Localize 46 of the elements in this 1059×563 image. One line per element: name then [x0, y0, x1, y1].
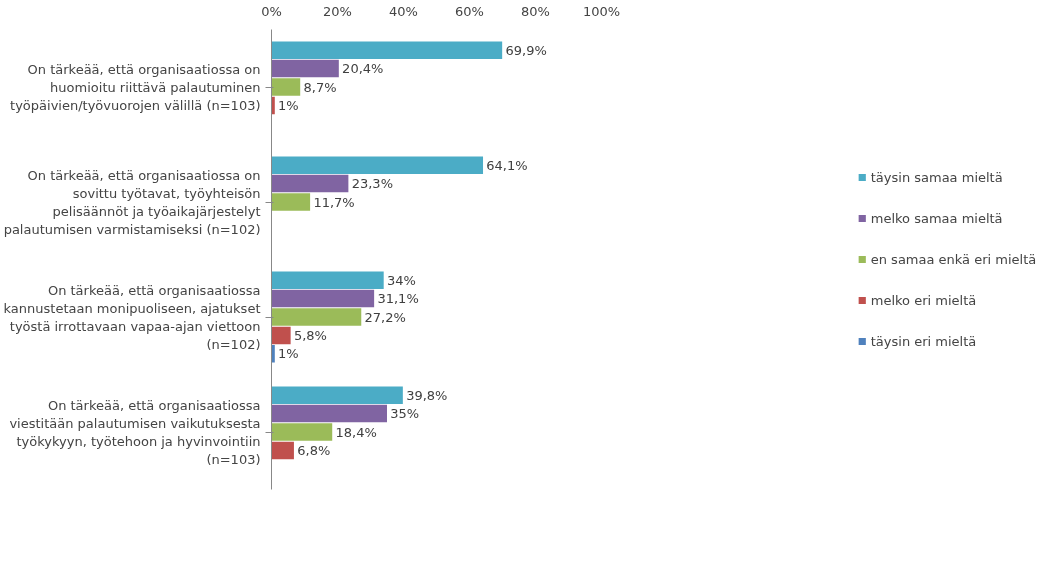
legend-label: en samaa enkä eri mieltä [870, 251, 1037, 267]
data-label: 34% [387, 272, 416, 288]
bar [271, 174, 349, 193]
bar [271, 308, 362, 326]
x-tick-label: 80% [521, 3, 550, 19]
data-label: 31,1% [377, 291, 419, 307]
legend-label: melko samaa mieltä [870, 210, 1003, 226]
data-label: 1% [278, 97, 299, 113]
bar [271, 271, 384, 289]
bar [271, 404, 387, 423]
bar [271, 41, 503, 59]
bar [271, 386, 403, 404]
data-label: 8,7% [303, 79, 337, 95]
data-label: 11,7% [313, 194, 355, 210]
x-tick-label: 40% [389, 3, 418, 19]
x-tick-label: 60% [455, 3, 484, 19]
bar [271, 156, 484, 174]
y-tick-label: On tärkeää, että organisaatiossa on huomioitu riittävä palautuminen työpäivien/työvuorojen välillä (n=103) [10, 61, 261, 113]
bar [271, 78, 301, 96]
data-label: 69,9% [505, 42, 547, 58]
y-tick-label: On tärkeää, että organisaatiossa on sovittu työtavat, työyhteisön pelisäännöt ja työaikajärjestelyt palautumisen varmistamiseksi (n=102) [3, 167, 261, 237]
y-tick-label: On tärkeää, että organisaatiossa viestitään palautumisen vaikutuksesta työkykyyn, työtehoon ja hyvinvointiin (n=103) [9, 397, 261, 467]
legend-label: melko eri mieltä [870, 292, 977, 308]
x-tick-label: 20% [323, 3, 352, 19]
bar [271, 326, 291, 345]
data-label: 1% [278, 346, 299, 362]
bar [271, 423, 333, 441]
data-label: 6,8% [297, 442, 331, 458]
data-label: 18,4% [335, 424, 377, 440]
legend-label: täysin samaa mieltä [870, 169, 1003, 185]
data-label: 27,2% [364, 309, 406, 325]
x-tick-label: 0% [261, 3, 282, 19]
data-label: 20,4% [342, 61, 384, 77]
data-label: 35% [390, 406, 420, 422]
data-label: 64,1% [486, 157, 528, 173]
bar [271, 59, 339, 78]
bar [271, 441, 294, 460]
x-tick-label: 100% [582, 3, 621, 19]
bar [271, 289, 375, 308]
y-tick-label: On tärkeää, että organisaatiossa kannustetaan monipuoliseen, ajatukset työstä irrottavaan vapaa-ajan viettoon (n=102) [3, 282, 261, 352]
bar [271, 345, 275, 363]
data-label: 23,3% [351, 176, 393, 192]
data-label: 5,8% [293, 327, 327, 343]
data-label: 39,8% [406, 387, 448, 403]
legend-label: täysin eri mieltä [870, 333, 977, 349]
bar [271, 193, 311, 211]
